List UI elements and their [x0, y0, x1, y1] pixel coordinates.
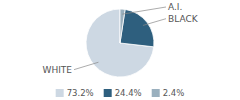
legend-swatch: [104, 89, 112, 97]
legend-swatch: [152, 89, 160, 97]
leader-line: [143, 19, 166, 26]
leader-line: [74, 62, 98, 69]
legend-swatch: [56, 89, 64, 97]
legend-label: 73.2%: [67, 88, 94, 98]
legend-item: 73.2%: [56, 88, 94, 98]
slice-label: WHITE: [42, 65, 72, 75]
labels: WHITE BLACK A.I.: [42, 2, 198, 75]
chart: WHITE BLACK A.I. 73.2% 24.4% 2.4%: [0, 0, 240, 100]
slice-label: A.I.: [168, 2, 182, 12]
legend-label: 2.4%: [163, 88, 185, 98]
legend-label: 24.4%: [115, 88, 142, 98]
legend: 73.2% 24.4% 2.4%: [56, 88, 185, 98]
legend-item: 24.4%: [104, 88, 142, 98]
legend-item: 2.4%: [152, 88, 185, 98]
pie-slice: [86, 9, 154, 77]
pie: [86, 9, 154, 77]
leader-line: [122, 7, 166, 14]
slice-label: BLACK: [168, 14, 199, 24]
pie-slice: [120, 9, 154, 46]
